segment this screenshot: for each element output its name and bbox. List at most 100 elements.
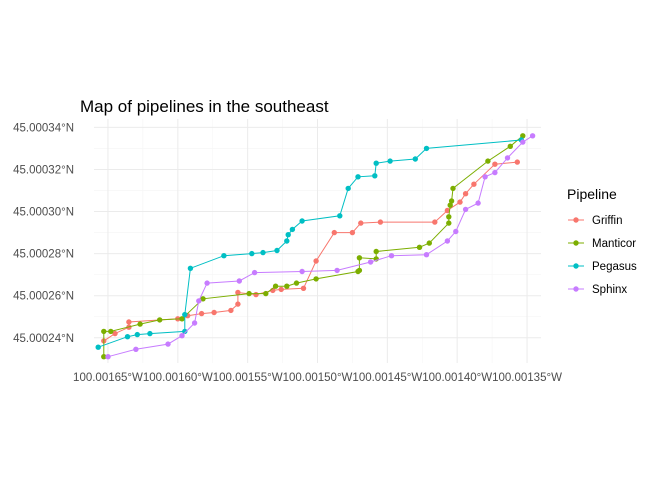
legend-item-sphinx: Sphinx bbox=[568, 284, 627, 296]
x-tick-label: 100.00165°W bbox=[73, 372, 143, 384]
data-point-griffin bbox=[432, 219, 438, 225]
data-point-sphinx bbox=[388, 253, 395, 259]
series-manticor bbox=[101, 133, 526, 360]
data-point-pegasus bbox=[387, 158, 393, 164]
legend-key-point-manticor bbox=[573, 240, 579, 246]
data-point-pegasus bbox=[134, 331, 140, 338]
data-point-manticor bbox=[137, 321, 143, 327]
data-point-griffin bbox=[300, 285, 307, 291]
data-point-sphinx bbox=[492, 169, 498, 176]
data-point-sphinx bbox=[334, 267, 340, 274]
data-point-manticor bbox=[416, 244, 423, 250]
data-point-griffin bbox=[313, 258, 319, 264]
chart-title: Map of pipelines in the southeast bbox=[80, 97, 329, 116]
legend-label-sphinx: Sphinx bbox=[592, 284, 627, 296]
data-point-sphinx bbox=[444, 238, 451, 244]
data-point-manticor bbox=[246, 290, 252, 297]
data-point-manticor bbox=[356, 255, 363, 261]
data-point-sphinx bbox=[105, 354, 111, 360]
legend-label-pegasus: Pegasus bbox=[592, 261, 637, 273]
data-point-griffin bbox=[492, 161, 498, 167]
data-point-pegasus bbox=[284, 238, 290, 244]
data-point-manticor bbox=[520, 133, 526, 139]
data-point-manticor bbox=[447, 202, 453, 208]
data-point-pegasus bbox=[95, 344, 101, 350]
data-point-griffin bbox=[514, 159, 520, 165]
data-point-griffin bbox=[235, 289, 241, 296]
data-point-griffin bbox=[112, 330, 118, 337]
x-axis-tick-labels: 100.00165°W 100.00160°W 100.00155°W 100.001… bbox=[73, 372, 562, 384]
y-axis-tick-labels: 45.00024°N 45.00026°N 45.00028°N 45.00030°N… bbox=[13, 122, 74, 344]
data-point-pegasus bbox=[337, 213, 343, 219]
data-point-pegasus bbox=[412, 156, 418, 162]
data-point-griffin bbox=[278, 286, 284, 293]
x-tick-label: 100.00150°W bbox=[283, 372, 353, 384]
y-tick-label: 45.00028°N bbox=[13, 249, 74, 261]
legend: Pipeline Griffin Manticor Pegasus Sphinx bbox=[567, 186, 637, 296]
data-point-sphinx bbox=[179, 333, 185, 339]
data-point-manticor bbox=[101, 328, 107, 335]
legend-title: Pipeline bbox=[567, 186, 617, 202]
data-point-sphinx bbox=[204, 280, 210, 286]
data-point-pegasus bbox=[249, 250, 255, 257]
data-point-sphinx bbox=[453, 228, 459, 235]
data-point-manticor bbox=[108, 328, 114, 335]
data-point-manticor bbox=[356, 267, 363, 274]
legend-item-griffin: Griffin bbox=[568, 215, 622, 227]
data-point-manticor bbox=[179, 316, 185, 322]
data-point-griffin bbox=[457, 199, 463, 205]
data-point-sphinx bbox=[165, 341, 171, 347]
data-point-griffin bbox=[228, 307, 234, 314]
data-point-griffin bbox=[331, 229, 337, 236]
data-point-sphinx bbox=[251, 269, 258, 276]
data-point-sphinx bbox=[423, 252, 430, 258]
data-point-griffin bbox=[253, 291, 259, 298]
x-tick-label: 100.00135°W bbox=[492, 372, 562, 384]
data-point-manticor bbox=[446, 220, 452, 226]
data-point-sphinx bbox=[367, 259, 374, 265]
data-point-pegasus bbox=[285, 232, 291, 238]
data-point-pegasus bbox=[373, 160, 379, 166]
data-point-pegasus bbox=[124, 334, 131, 340]
data-point-manticor bbox=[446, 214, 452, 220]
data-point-pegasus bbox=[372, 173, 378, 179]
x-tick-label: 100.00160°W bbox=[143, 372, 213, 384]
data-point-pegasus bbox=[187, 265, 194, 271]
data-point-pegasus bbox=[260, 249, 266, 256]
data-point-pegasus bbox=[423, 145, 430, 152]
data-point-sphinx bbox=[133, 346, 139, 352]
data-point-sphinx bbox=[520, 139, 526, 145]
data-point-manticor bbox=[450, 185, 456, 192]
data-point-sphinx bbox=[475, 200, 481, 206]
data-point-griffin bbox=[444, 207, 451, 214]
data-point-pegasus bbox=[355, 174, 361, 180]
data-point-griffin bbox=[349, 229, 356, 236]
series-sphinx bbox=[105, 133, 536, 360]
data-point-griffin bbox=[462, 191, 469, 197]
data-point-manticor bbox=[272, 283, 279, 289]
data-point-sphinx bbox=[529, 133, 536, 139]
data-point-manticor bbox=[200, 296, 206, 302]
data-point-pegasus bbox=[345, 185, 351, 192]
data-point-manticor bbox=[426, 240, 432, 246]
series-pegasus bbox=[95, 137, 525, 350]
y-tick-label: 45.00032°N bbox=[13, 164, 74, 176]
data-point-pegasus bbox=[289, 226, 296, 233]
data-point-pegasus bbox=[299, 218, 305, 224]
data-point-manticor bbox=[101, 354, 107, 360]
legend-item-manticor: Manticor bbox=[568, 238, 636, 250]
data-point-sphinx bbox=[196, 298, 202, 304]
data-point-manticor bbox=[284, 283, 290, 289]
data-point-griffin bbox=[126, 319, 132, 325]
data-point-griffin bbox=[235, 301, 241, 307]
x-tick-label: 100.00155°W bbox=[213, 372, 283, 384]
data-point-sphinx bbox=[462, 206, 469, 213]
data-point-pegasus bbox=[182, 328, 188, 335]
legend-key-point-pegasus bbox=[573, 263, 579, 269]
legend-key-point-sphinx bbox=[573, 286, 579, 292]
data-point-pegasus bbox=[274, 247, 280, 254]
data-point-pegasus bbox=[147, 330, 153, 337]
series-layer bbox=[95, 133, 536, 360]
y-tick-label: 45.00024°N bbox=[13, 333, 74, 345]
